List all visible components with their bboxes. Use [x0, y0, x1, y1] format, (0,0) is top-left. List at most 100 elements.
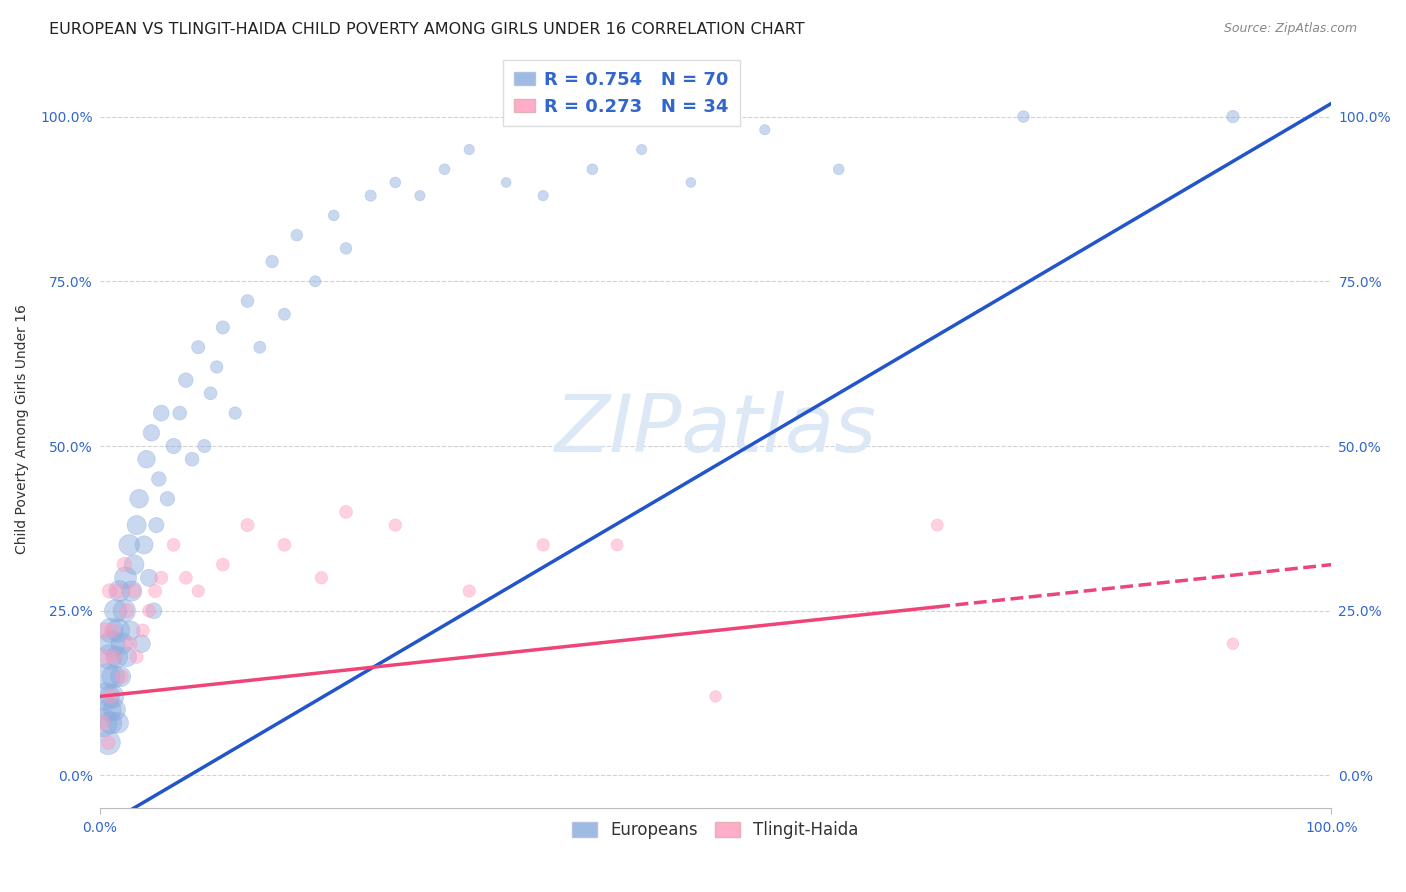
Point [143, 584, 166, 599]
Point [273, 538, 295, 552]
Point [262, 254, 284, 268]
Point [98, 584, 121, 599]
Point [107, 584, 129, 599]
Point [110, 670, 132, 684]
Point [97, 735, 120, 749]
Point [98, 703, 121, 717]
Point [212, 558, 235, 572]
Point [384, 176, 406, 190]
Point [122, 558, 145, 572]
Point [304, 274, 326, 288]
Point [141, 425, 163, 440]
Point [107, 715, 129, 730]
Point [101, 637, 124, 651]
Point [531, 538, 554, 552]
Point [273, 307, 295, 321]
Point [458, 143, 481, 157]
Point [135, 452, 157, 467]
Point [927, 518, 949, 533]
Point [120, 637, 142, 651]
Legend: Europeans, Tlingit-Haida: Europeans, Tlingit-Haida [565, 814, 865, 846]
Point [409, 188, 432, 202]
Point [132, 624, 155, 638]
Point [100, 690, 122, 704]
Point [118, 538, 141, 552]
Point [97, 735, 120, 749]
Point [285, 228, 308, 243]
Text: ZIPatlas: ZIPatlas [554, 391, 876, 468]
Point [108, 584, 131, 599]
Point [104, 604, 127, 618]
Point [205, 359, 228, 374]
Point [162, 538, 184, 552]
Point [128, 491, 150, 506]
Text: EUROPEAN VS TLINGIT-HAIDA CHILD POVERTY AMONG GIRLS UNDER 16 CORRELATION CHART: EUROPEAN VS TLINGIT-HAIDA CHILD POVERTY … [49, 22, 804, 37]
Point [433, 162, 456, 177]
Point [704, 690, 727, 704]
Point [100, 715, 122, 730]
Point [531, 188, 554, 202]
Point [107, 624, 129, 638]
Point [98, 649, 121, 664]
Y-axis label: Child Poverty Among Girls Under 16: Child Poverty Among Girls Under 16 [15, 305, 30, 555]
Point [122, 584, 145, 599]
Point [132, 538, 155, 552]
Point [236, 294, 259, 309]
Point [187, 340, 209, 354]
Point [93, 624, 115, 638]
Text: Source: ZipAtlas.com: Source: ZipAtlas.com [1223, 22, 1357, 36]
Point [93, 715, 115, 730]
Point [212, 320, 235, 334]
Point [111, 637, 134, 651]
Point [458, 584, 481, 599]
Point [169, 406, 191, 420]
Point [105, 649, 128, 664]
Point [581, 162, 603, 177]
Point [495, 176, 517, 190]
Point [94, 690, 117, 704]
Point [193, 439, 215, 453]
Point [360, 188, 382, 202]
Point [181, 452, 204, 467]
Point [249, 340, 271, 354]
Point [150, 406, 173, 420]
Point [156, 491, 179, 506]
Point [131, 637, 153, 651]
Point [96, 670, 118, 684]
Point [1222, 110, 1244, 124]
Point [100, 624, 122, 638]
Point [120, 624, 142, 638]
Point [115, 649, 138, 664]
Point [630, 143, 652, 157]
Point [174, 571, 197, 585]
Point [125, 518, 148, 533]
Point [145, 518, 167, 533]
Point [200, 386, 222, 401]
Point [101, 690, 124, 704]
Point [103, 703, 125, 717]
Point [142, 604, 165, 618]
Point [1222, 637, 1244, 651]
Point [150, 571, 173, 585]
Point [138, 604, 160, 618]
Point [679, 176, 702, 190]
Point [112, 604, 135, 618]
Point [94, 649, 117, 664]
Point [187, 584, 209, 599]
Point [1012, 110, 1035, 124]
Point [162, 439, 184, 453]
Point [384, 518, 406, 533]
Point [103, 649, 125, 664]
Point [322, 208, 344, 222]
Point [125, 649, 148, 664]
Point [103, 670, 125, 684]
Point [91, 715, 114, 730]
Point [148, 472, 170, 486]
Point [138, 571, 160, 585]
Point [224, 406, 246, 420]
Point [754, 122, 776, 136]
Point [606, 538, 628, 552]
Point [174, 373, 197, 387]
Point [828, 162, 851, 177]
Point [115, 604, 138, 618]
